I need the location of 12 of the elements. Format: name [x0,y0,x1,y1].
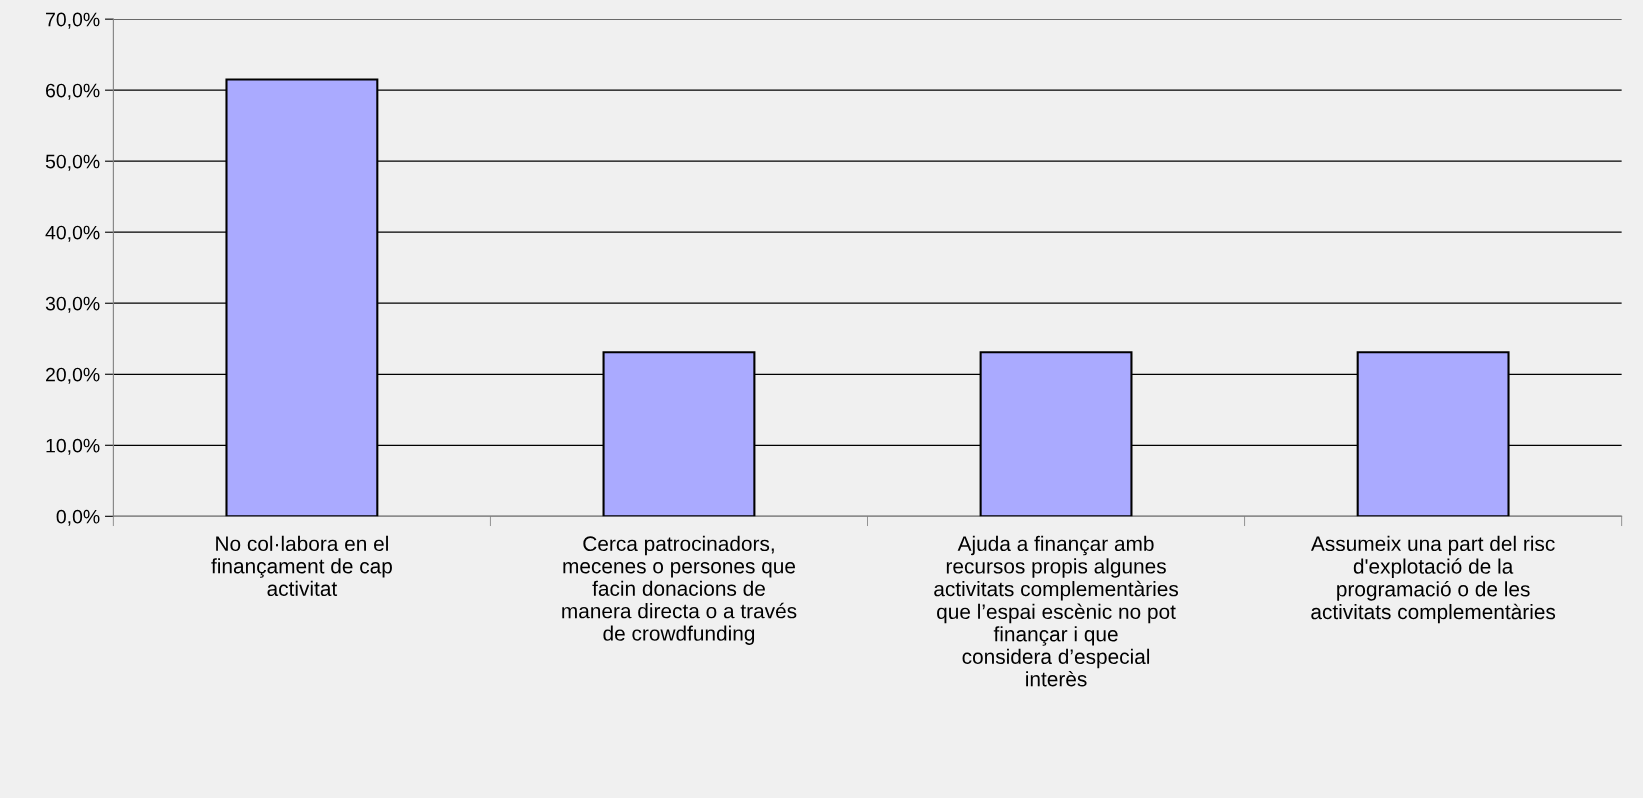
x-tick-label: Cerca patrocinadors, mecenes o persones que facin donacions de manera directa o a través de crowdfunding [562,535,797,645]
y-tick-label: 40,0% [45,225,100,242]
x-tick-label: Assumeix una part del risc d'explotació de la programació o de les activitats complementàries [1311,535,1556,624]
y-tick-label: 70,0% [46,12,100,29]
y-tick-label: 50,0% [45,154,100,171]
x-tick-label: Ajuda a finançar amb recursos propis algunes activitats complementàries que l’espai escènic no pot finançar i que considera d’especial interès [934,535,1179,687]
x-tick-label: No col·labora en el finançament de cap activitat [211,535,392,597]
y-tick-label: 30,0% [45,296,100,313]
y-tick-label: 60,0% [46,83,100,100]
y-tick-label: 10,0% [46,438,100,455]
y-tick-label: 0,0% [56,509,100,526]
y-tick-label: 20,0% [46,367,100,384]
